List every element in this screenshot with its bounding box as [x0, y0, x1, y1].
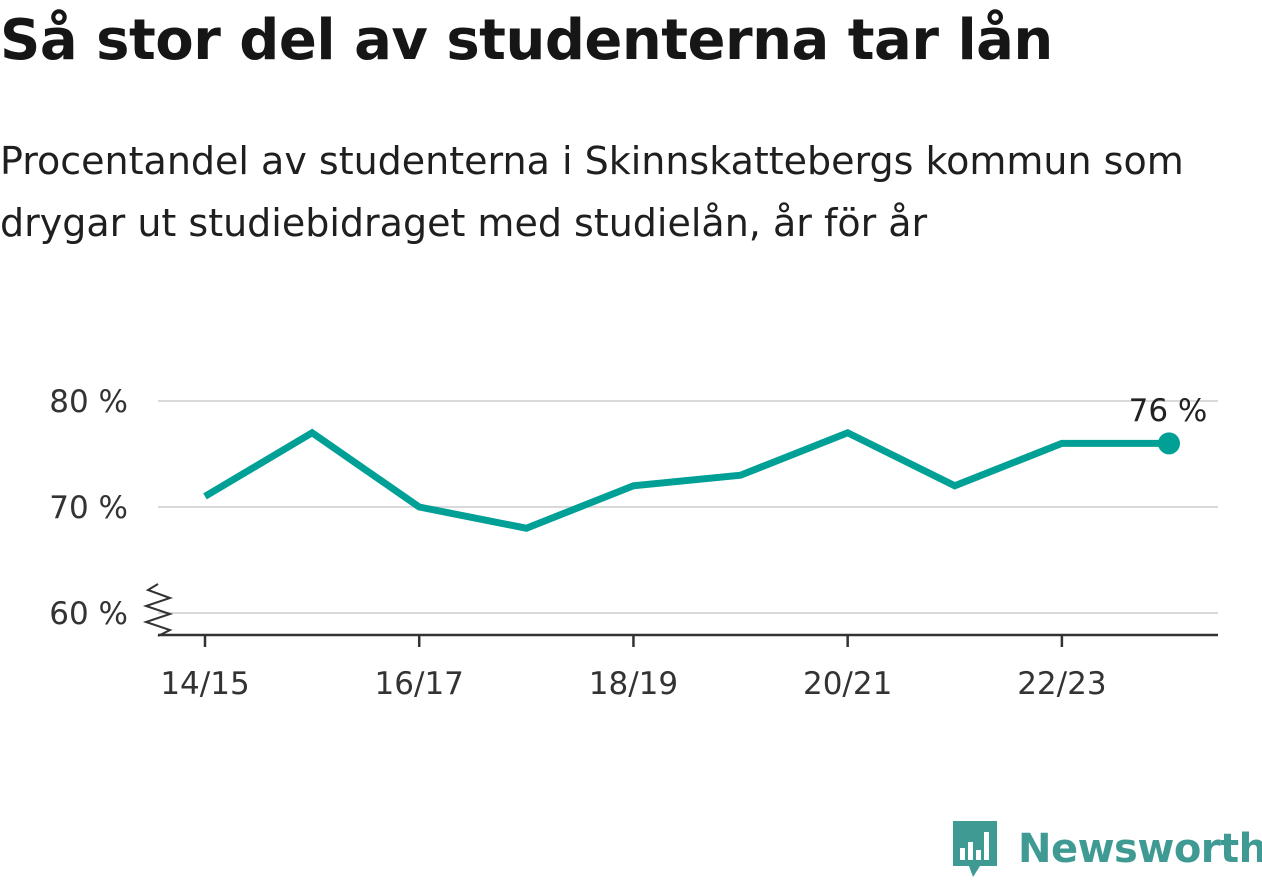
y-tick-label: 80 %: [49, 384, 128, 420]
x-tick-label: 18/19: [589, 666, 678, 702]
end-value-label: 76 %: [1129, 393, 1208, 429]
x-tick-label: 20/21: [803, 666, 892, 702]
series-end-point: [1158, 432, 1180, 455]
chart-subtitle: Procentandel av studenterna i Skinnskatt…: [0, 139, 1184, 245]
brand-name: Newsworthy: [1018, 826, 1262, 872]
axis-break-icon: [142, 583, 174, 637]
x-tick-label: 16/17: [375, 666, 464, 702]
y-tick-label: 60 %: [49, 596, 128, 632]
x-tick-label: 14/15: [160, 666, 249, 702]
newsworthy-logo-icon: [953, 821, 997, 877]
chart-title: Så stor del av studenterna tar lån: [0, 8, 1053, 73]
brand-logo: Newsworthy: [950, 818, 1262, 880]
y-tick-label: 70 %: [49, 490, 128, 526]
x-tick-label: 22/23: [1017, 666, 1106, 702]
series-line: [203, 428, 1169, 532]
